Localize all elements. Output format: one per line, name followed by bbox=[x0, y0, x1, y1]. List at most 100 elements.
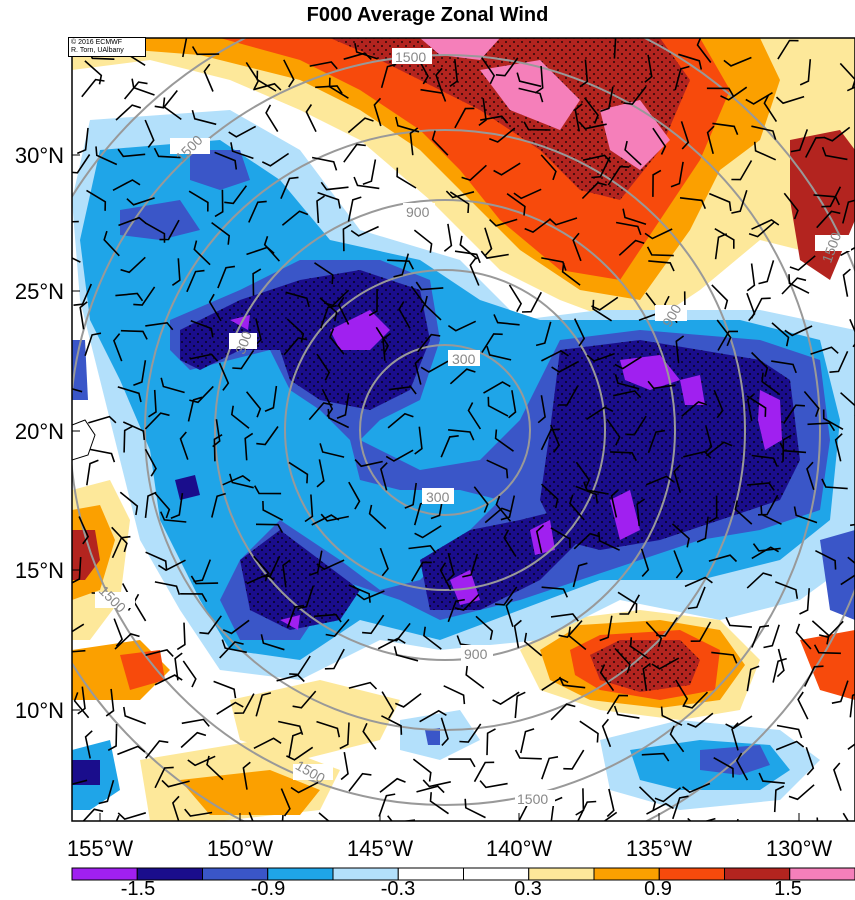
wind-barb bbox=[752, 543, 781, 552]
wind-barb bbox=[230, 142, 254, 160]
wind-barb bbox=[783, 404, 805, 424]
wind-barb bbox=[481, 333, 503, 354]
wind-barb bbox=[690, 621, 712, 642]
wind-barb bbox=[144, 448, 157, 477]
wind-barb bbox=[840, 392, 855, 417]
wind-barb bbox=[154, 674, 183, 686]
wind-barb bbox=[447, 598, 465, 623]
wind-barb bbox=[642, 662, 651, 691]
wind-barb bbox=[414, 525, 442, 539]
wind-barb bbox=[486, 459, 509, 479]
wind-barb bbox=[429, 792, 449, 815]
wind-barb bbox=[84, 730, 93, 759]
wind-barb bbox=[816, 210, 841, 229]
wind-barb bbox=[343, 52, 372, 60]
wind-barb bbox=[652, 169, 662, 197]
wind-barb bbox=[648, 260, 675, 272]
wind-barb bbox=[486, 346, 512, 361]
wind-barb bbox=[505, 598, 514, 627]
wind-barb bbox=[575, 461, 591, 489]
colorbar-label: -1.5 bbox=[121, 878, 155, 900]
wind-barb bbox=[182, 38, 188, 58]
wind-barb bbox=[316, 459, 325, 488]
wind-barb bbox=[77, 686, 86, 715]
wind-barb bbox=[154, 90, 178, 109]
wind-barb bbox=[114, 633, 140, 650]
wind-barb bbox=[461, 164, 487, 182]
wind-barb bbox=[475, 615, 494, 640]
wind-barb bbox=[122, 421, 146, 441]
wind-barb bbox=[348, 681, 378, 690]
wind-barb bbox=[283, 59, 295, 88]
wind-barb bbox=[483, 381, 511, 394]
wind-barb bbox=[523, 121, 551, 131]
wind-barb bbox=[758, 772, 785, 784]
wind-barb bbox=[131, 78, 155, 96]
wind-barb bbox=[548, 217, 578, 226]
wind-barb bbox=[193, 240, 211, 266]
wind-barb bbox=[98, 779, 115, 805]
wind-barb bbox=[186, 269, 205, 293]
wind-barb bbox=[381, 715, 403, 735]
wind-barb bbox=[378, 793, 396, 817]
wind-barb bbox=[625, 415, 647, 436]
credit-box: © 2016 ECMWF R. Torn, UAlbany bbox=[68, 37, 146, 57]
wind-barb bbox=[683, 450, 712, 459]
wind-barb bbox=[362, 614, 385, 635]
wind-barb bbox=[123, 81, 148, 100]
wind-barb bbox=[652, 127, 667, 155]
wind-barb bbox=[763, 94, 778, 123]
wind-barb bbox=[180, 731, 207, 749]
wind-barb bbox=[541, 257, 567, 271]
wind-barb bbox=[514, 691, 526, 719]
wind-barb bbox=[524, 218, 552, 234]
wind-barb bbox=[324, 648, 345, 670]
wind-barb bbox=[373, 97, 382, 127]
wind-barb bbox=[431, 130, 449, 156]
lon-tick-label: 135°W bbox=[626, 836, 693, 861]
wind-barb bbox=[776, 648, 785, 678]
wind-barb bbox=[157, 559, 186, 572]
wind-barb bbox=[305, 104, 317, 133]
wind-barb bbox=[775, 581, 799, 599]
wind-barb bbox=[171, 795, 180, 821]
wind-barb bbox=[720, 86, 748, 101]
wind-barb bbox=[261, 152, 290, 167]
wind-barb bbox=[763, 624, 780, 649]
map-plot-area bbox=[72, 38, 855, 821]
wind-barb bbox=[95, 146, 118, 166]
wind-barb bbox=[440, 435, 459, 458]
wind-barb bbox=[550, 527, 571, 548]
wind-barb bbox=[818, 620, 844, 638]
wind-barb bbox=[624, 140, 642, 166]
wind-barb bbox=[607, 165, 630, 186]
wind-barb bbox=[253, 737, 282, 750]
wind-barb bbox=[447, 320, 477, 332]
wind-barb bbox=[416, 785, 445, 794]
wind-barb bbox=[315, 85, 343, 94]
wind-barb bbox=[568, 494, 585, 521]
wind-barb bbox=[746, 263, 756, 292]
wind-barb bbox=[486, 728, 496, 756]
wind-barb bbox=[413, 229, 433, 253]
wind-barb bbox=[644, 54, 653, 83]
wind-barb bbox=[748, 221, 775, 238]
wind-barb bbox=[422, 779, 451, 788]
wind-barb bbox=[821, 186, 842, 208]
wind-barb bbox=[190, 319, 214, 338]
wind-barb bbox=[493, 314, 520, 326]
wind-barb bbox=[558, 620, 583, 638]
wind-barb bbox=[221, 639, 247, 654]
wind-barb bbox=[311, 156, 338, 171]
wind-barb bbox=[640, 548, 650, 577]
wind-barb bbox=[387, 412, 414, 429]
wind-barb bbox=[88, 415, 117, 424]
wind-barb bbox=[822, 409, 844, 430]
wind-barb bbox=[746, 665, 760, 692]
wind-barb bbox=[145, 321, 174, 331]
wind-barb bbox=[417, 333, 441, 353]
wind-barb bbox=[467, 402, 482, 430]
wind-barb bbox=[579, 720, 599, 743]
wind-barb bbox=[375, 326, 390, 355]
wind-barb bbox=[454, 593, 480, 611]
